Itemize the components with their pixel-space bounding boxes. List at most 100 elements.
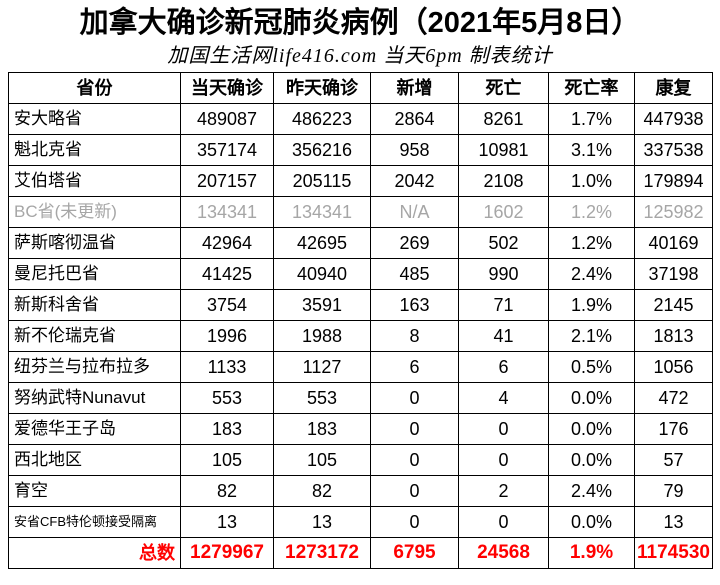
province-cell: 安大略省 [8, 103, 181, 135]
value-cell: N/A [370, 196, 459, 228]
value-cell: 1273172 [273, 537, 371, 569]
value-cell: 337538 [634, 134, 713, 166]
province-cell: 新不伦瑞克省 [8, 320, 181, 352]
province-cell: 总数 [8, 537, 181, 569]
table-body: 安大略省 489087 486223 2864 8261 1.7% 447938 魁北克省 35… [8, 103, 713, 569]
value-cell: 1.2% [548, 227, 635, 259]
value-cell: 10981 [458, 134, 549, 166]
header-cell: 当天确诊 [180, 72, 274, 104]
value-cell: 8 [370, 320, 459, 352]
province-cell: 纽芬兰与拉布拉多 [8, 351, 181, 383]
value-cell: 71 [458, 289, 549, 321]
total-row: 总数 1279967 1273172 6795 24568 1.9% 1174530 [8, 537, 713, 569]
value-cell: 183 [273, 413, 371, 445]
province-cell: 安省CFB特伦顿接受隔离 [8, 506, 181, 538]
value-cell: 1.9% [548, 289, 635, 321]
value-cell: 8261 [458, 103, 549, 135]
value-cell: 1279967 [180, 537, 274, 569]
value-cell: 0 [370, 475, 459, 507]
value-cell: 2.4% [548, 258, 635, 290]
value-cell: 486223 [273, 103, 371, 135]
value-cell: 42695 [273, 227, 371, 259]
value-cell: 6 [370, 351, 459, 383]
value-cell: 2108 [458, 165, 549, 197]
table-row: 萨斯喀彻温省 42964 42695 269 502 1.2% 40169 [8, 227, 713, 259]
value-cell: 13 [273, 506, 371, 538]
value-cell: 1813 [634, 320, 713, 352]
covid-cases-table: 省份 当天确诊 昨天确诊 新增 死亡 死亡率 康复 安大略省 489087 486223 2864… [8, 72, 713, 569]
value-cell: 24568 [458, 537, 549, 569]
value-cell: 472 [634, 382, 713, 414]
value-cell: 0.5% [548, 351, 635, 383]
value-cell: 553 [180, 382, 274, 414]
value-cell: 1133 [180, 351, 274, 383]
value-cell: 485 [370, 258, 459, 290]
page-subtitle: 加国生活网life416.com 当天6pm 制表统计 [167, 45, 553, 67]
value-cell: 1.2% [548, 196, 635, 228]
header-cell: 新增 [370, 72, 459, 104]
value-cell: 269 [370, 227, 459, 259]
value-cell: 41 [458, 320, 549, 352]
value-cell: 0.0% [548, 382, 635, 414]
province-cell: 努纳武特Nunavut [8, 382, 181, 414]
value-cell: 489087 [180, 103, 274, 135]
value-cell: 357174 [180, 134, 274, 166]
value-cell: 2145 [634, 289, 713, 321]
value-cell: 1602 [458, 196, 549, 228]
value-cell: 3591 [273, 289, 371, 321]
value-cell: 40169 [634, 227, 713, 259]
province-cell: 艾伯塔省 [8, 165, 181, 197]
value-cell: 2.1% [548, 320, 635, 352]
province-cell: 西北地区 [8, 444, 181, 476]
value-cell: 1056 [634, 351, 713, 383]
value-cell: 82 [180, 475, 274, 507]
table-row: 西北地区 105 105 0 0 0.0% 57 [8, 444, 713, 476]
table-row: 魁北克省 357174 356216 958 10981 3.1% 337538 [8, 134, 713, 166]
value-cell: 502 [458, 227, 549, 259]
value-cell: 958 [370, 134, 459, 166]
value-cell: 0 [370, 382, 459, 414]
province-cell: 魁北克省 [8, 134, 181, 166]
province-cell: 新斯科舍省 [8, 289, 181, 321]
value-cell: 1.7% [548, 103, 635, 135]
value-cell: 0 [370, 413, 459, 445]
table-row: 安大略省 489087 486223 2864 8261 1.7% 447938 [8, 103, 713, 135]
value-cell: 3754 [180, 289, 274, 321]
table-row: 爱德华王子岛 183 183 0 0 0.0% 176 [8, 413, 713, 445]
value-cell: 134341 [180, 196, 274, 228]
header-cell: 死亡 [458, 72, 549, 104]
value-cell: 0 [458, 506, 549, 538]
value-cell: 79 [634, 475, 713, 507]
table-row: 新不伦瑞克省 1996 1988 8 41 2.1% 1813 [8, 320, 713, 352]
value-cell: 57 [634, 444, 713, 476]
value-cell: 1.0% [548, 165, 635, 197]
value-cell: 1174530 [634, 537, 713, 569]
value-cell: 3.1% [548, 134, 635, 166]
value-cell: 176 [634, 413, 713, 445]
header-cell: 省份 [8, 72, 181, 104]
value-cell: 13 [180, 506, 274, 538]
value-cell: 105 [273, 444, 371, 476]
value-cell: 2042 [370, 165, 459, 197]
value-cell: 41425 [180, 258, 274, 290]
value-cell: 13 [634, 506, 713, 538]
header-cell: 昨天确诊 [273, 72, 371, 104]
table-row: 安省CFB特伦顿接受隔离 13 13 0 0 0.0% 13 [8, 506, 713, 538]
value-cell: 2.4% [548, 475, 635, 507]
value-cell: 447938 [634, 103, 713, 135]
page-title: 加拿大确诊新冠肺炎病例（2021年5月8日） [79, 7, 641, 39]
table-row: 努纳武特Nunavut 553 553 0 4 0.0% 472 [8, 382, 713, 414]
value-cell: 2864 [370, 103, 459, 135]
province-cell: 萨斯喀彻温省 [8, 227, 181, 259]
value-cell: 82 [273, 475, 371, 507]
table-row: 纽芬兰与拉布拉多 1133 1127 6 6 0.5% 1056 [8, 351, 713, 383]
value-cell: 205115 [273, 165, 371, 197]
value-cell: 1.9% [548, 537, 635, 569]
value-cell: 553 [273, 382, 371, 414]
table-row: 育空 82 82 0 2 2.4% 79 [8, 475, 713, 507]
header-row: 省份 当天确诊 昨天确诊 新增 死亡 死亡率 康复 [8, 72, 713, 104]
value-cell: 125982 [634, 196, 713, 228]
value-cell: 0 [370, 444, 459, 476]
value-cell: 0.0% [548, 506, 635, 538]
value-cell: 179894 [634, 165, 713, 197]
